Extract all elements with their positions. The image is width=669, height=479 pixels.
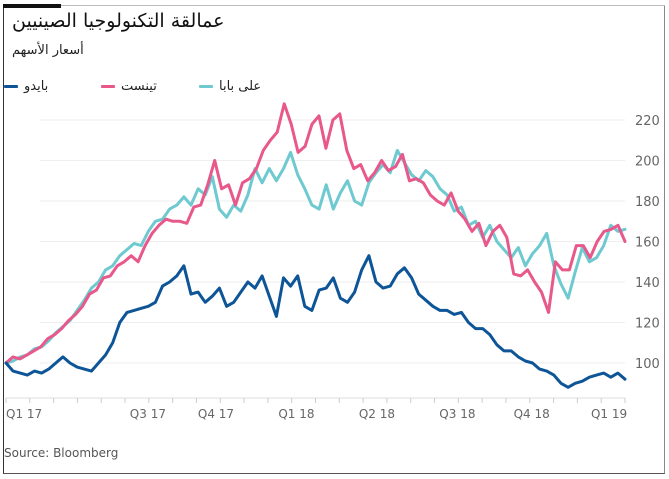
gridlines	[40, 119, 625, 364]
x-tick-label: Q1 18	[278, 407, 314, 421]
legend-swatch-tencent	[101, 85, 115, 88]
x-axis: Q1 17 Q3 17 Q4 17 Q1 18 Q2 18 Q3 18 Q4 18 Q1 19	[5, 397, 627, 421]
legend-swatch-alibaba	[199, 85, 213, 88]
y-tick-label: 180	[635, 195, 660, 210]
y-tick-label: 100	[635, 357, 660, 372]
series-line-2	[4, 254, 627, 389]
legend-item-baidu: بایدو	[4, 79, 48, 94]
legend-item-tencent: تینست	[101, 79, 157, 94]
chart-subtitle: أسعار الأسهم	[12, 43, 84, 58]
y-tick-label: 120	[635, 317, 660, 332]
series-lines	[4, 102, 627, 389]
legend-swatch-baidu	[4, 85, 18, 88]
series-line-0	[4, 148, 627, 365]
top-rule	[61, 5, 665, 6]
source-note: Source: Bloomberg	[4, 446, 119, 460]
x-tick-label: Q3 18	[439, 407, 475, 421]
x-tick-label: Q1 19	[591, 407, 627, 421]
y-tick-label: 140	[635, 276, 660, 291]
x-tick-label: Q1 17	[6, 407, 42, 421]
y-tick-label: 200	[635, 155, 660, 170]
legend-label-baidu: بایدو	[24, 79, 49, 94]
series-line-1	[4, 102, 627, 365]
accent-bar	[3, 4, 61, 8]
chart-frame	[3, 5, 665, 474]
y-tick-label: 160	[635, 236, 660, 251]
legend-item-alibaba: علی بابا	[199, 79, 261, 94]
x-tick-label: Q3 17	[130, 407, 166, 421]
chart-title: عمالقة التكنولوجيا الصينيين	[12, 10, 225, 32]
legend-label-tencent: تینست	[121, 79, 157, 94]
x-tick-label: Q4 17	[198, 407, 234, 421]
y-axis: 100 120 140 160 180 200 220	[635, 114, 660, 372]
legend-label-alibaba: علی بابا	[219, 79, 262, 94]
x-tick-label: Q4 18	[514, 407, 550, 421]
y-tick-label: 220	[635, 114, 660, 129]
x-tick-label: Q2 18	[359, 407, 395, 421]
